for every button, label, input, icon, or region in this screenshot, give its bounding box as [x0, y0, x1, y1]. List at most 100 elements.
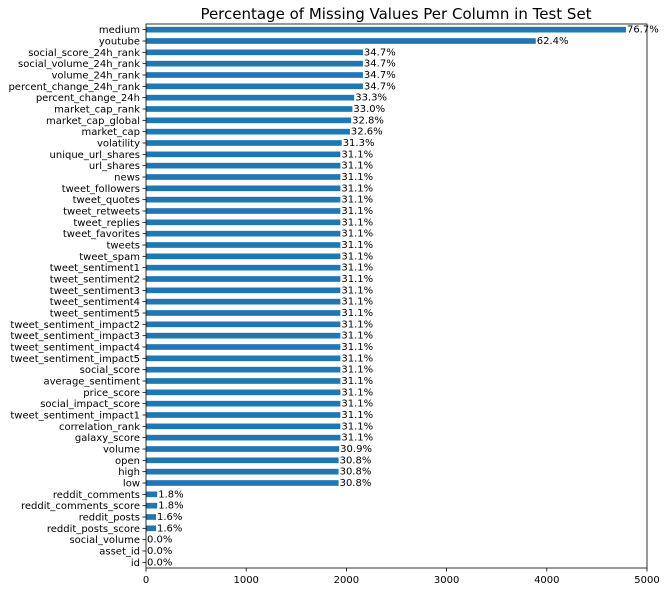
- bar-tweet_sentiment1: [146, 264, 341, 271]
- value-label-market_cap: 32.6%: [351, 127, 383, 138]
- value-label-market_cap_rank: 33.0%: [353, 104, 385, 115]
- category-label-correlation_rank: correlation_rank: [59, 422, 140, 433]
- bar-reddit_posts: [146, 514, 157, 520]
- value-label-url_shares: 31.1%: [341, 161, 373, 172]
- bar-open: [146, 457, 339, 464]
- category-label-volume_24h_rank: volume_24h_rank: [52, 71, 141, 82]
- category-label-tweet_replies: tweet_replies: [73, 218, 140, 229]
- value-label-tweet_replies: 31.1%: [341, 217, 373, 228]
- value-label-percent_change_24h: 33.3%: [355, 93, 387, 104]
- category-label-low: low: [123, 479, 140, 490]
- bar-reddit_posts_score: [146, 525, 157, 532]
- bars-layer: [146, 26, 626, 532]
- value-label-tweet_sentiment_impact5: 31.1%: [341, 353, 373, 364]
- value-label-tweets: 31.1%: [341, 240, 373, 251]
- value-label-medium: 76.7%: [627, 25, 659, 36]
- x-tick-label-1000: 1000: [233, 575, 258, 586]
- category-label-reddit_comments: reddit_comments: [53, 490, 140, 501]
- plot-frame: [145, 23, 648, 569]
- category-label-reddit_comments_score: reddit_comments_score: [21, 501, 140, 512]
- bar-market_cap_rank: [146, 106, 353, 112]
- bar-tweet_sentiment5: [146, 310, 341, 316]
- category-label-tweet_followers: tweet_followers: [62, 184, 140, 195]
- value-label-tweet_sentiment_impact4: 31.1%: [341, 342, 373, 353]
- bar-unique_url_shares: [146, 151, 341, 158]
- value-label-tweet_followers: 31.1%: [341, 183, 373, 194]
- value-label-tweet_sentiment_impact1: 31.1%: [341, 410, 373, 421]
- x-tick-label-3000: 3000: [434, 575, 459, 586]
- value-label-unique_url_shares: 31.1%: [341, 149, 373, 160]
- bar-tweet_quotes: [146, 196, 341, 203]
- x-tick-label-2000: 2000: [334, 575, 359, 586]
- value-label-tweet_favorites: 31.1%: [341, 229, 373, 240]
- category-label-unique_url_shares: unique_url_shares: [50, 150, 140, 161]
- category-label-medium: medium: [99, 25, 140, 36]
- value-label-reddit_posts: 1.6%: [157, 512, 182, 523]
- bar-tweet_sentiment_impact5: [146, 355, 341, 362]
- value-label-low: 30.8%: [340, 478, 372, 489]
- bar-market_cap: [146, 128, 350, 135]
- x-tick-label-0: 0: [143, 575, 149, 586]
- bar-tweet_replies: [146, 219, 341, 226]
- category-label-open: open: [115, 456, 140, 467]
- bar-percent_change_24h_rank: [146, 83, 363, 90]
- bar-tweet_favorites: [146, 230, 341, 237]
- bar-social_score_24h_rank: [146, 49, 363, 56]
- category-label-volume: volume: [103, 445, 140, 456]
- category-label-url_shares: url_shares: [89, 161, 140, 172]
- value-label-tweet_sentiment3: 31.1%: [341, 285, 373, 296]
- category-label-average_sentiment: average_sentiment: [44, 377, 141, 388]
- value-label-social_score_24h_rank: 34.7%: [364, 47, 396, 58]
- value-label-reddit_comments: 1.8%: [158, 489, 183, 500]
- value-label-open: 30.8%: [340, 455, 372, 466]
- value-label-tweet_retweets: 31.1%: [341, 206, 373, 217]
- bar-medium: [146, 26, 626, 33]
- bar-url_shares: [146, 162, 341, 169]
- value-label-galaxy_score: 31.1%: [341, 433, 373, 444]
- x-tick-label-5000: 5000: [634, 575, 659, 586]
- category-label-tweet_quotes: tweet_quotes: [73, 195, 140, 206]
- bar-tweet_sentiment_impact2: [146, 321, 341, 328]
- bar-price_score: [146, 389, 341, 396]
- category-label-price_score: price_score: [83, 388, 140, 399]
- chart-title: Percentage of Missing Values Per Column …: [200, 5, 591, 23]
- category-label-percent_change_24h_rank: percent_change_24h_rank: [8, 82, 140, 93]
- category-label-tweet_sentiment5: tweet_sentiment5: [50, 309, 140, 320]
- category-labels-layer: mediumyoutubesocial_score_24h_ranksocial…: [8, 25, 146, 569]
- bar-tweet_sentiment4: [146, 298, 341, 305]
- value-label-social_score: 31.1%: [341, 365, 373, 376]
- category-label-galaxy_score: galaxy_score: [75, 433, 140, 444]
- bar-tweet_sentiment3: [146, 287, 341, 294]
- value-label-volume: 30.9%: [340, 444, 372, 455]
- value-label-average_sentiment: 31.1%: [341, 376, 373, 387]
- bar-tweet_sentiment2: [146, 276, 341, 282]
- value-label-tweet_sentiment5: 31.1%: [341, 308, 373, 319]
- category-label-social_score: social_score: [80, 365, 140, 376]
- value-label-market_cap_global: 32.8%: [352, 115, 384, 126]
- value-label-volatility: 31.3%: [343, 138, 375, 149]
- bar-social_score: [146, 366, 341, 373]
- bar-reddit_comments: [146, 491, 158, 498]
- bar-tweet_followers: [146, 185, 341, 192]
- category-label-social_volume: social_volume: [69, 535, 140, 546]
- category-label-tweets: tweets: [106, 241, 140, 252]
- value-label-id: 0.0%: [147, 557, 172, 568]
- value-label-reddit_comments_score: 1.8%: [158, 501, 183, 512]
- value-label-social_volume_24h_rank: 34.7%: [364, 59, 396, 70]
- category-label-youtube: youtube: [99, 37, 140, 48]
- value-label-social_volume: 0.0%: [147, 535, 172, 546]
- bar-volume: [146, 446, 340, 452]
- value-label-high: 30.8%: [340, 467, 372, 478]
- value-label-tweet_sentiment2: 31.1%: [341, 274, 373, 285]
- category-label-tweet_retweets: tweet_retweets: [63, 207, 140, 218]
- bar-high: [146, 468, 339, 475]
- x-axis: 0 1000 2000 3000 4000 5000: [143, 568, 660, 586]
- bar-correlation_rank: [146, 423, 341, 430]
- category-label-tweet_spam: tweet_spam: [79, 252, 140, 263]
- bar-tweet_retweets: [146, 208, 341, 214]
- category-label-volatility: volatility: [97, 139, 140, 150]
- category-label-tweet_sentiment3: tweet_sentiment3: [50, 286, 140, 297]
- value-label-correlation_rank: 31.1%: [341, 421, 373, 432]
- category-label-news: news: [114, 173, 140, 184]
